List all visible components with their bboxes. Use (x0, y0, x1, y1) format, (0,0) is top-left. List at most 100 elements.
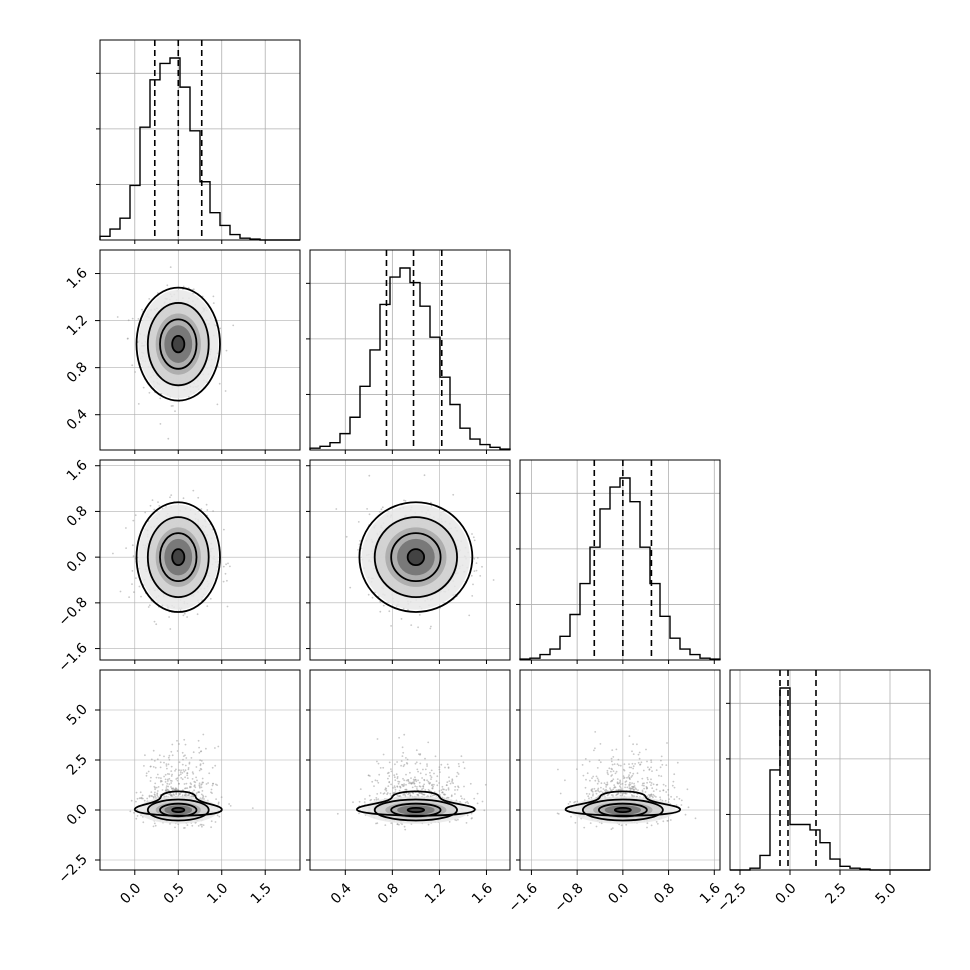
scatter-point (185, 787, 187, 790)
scatter-point (382, 604, 385, 607)
contour-level-1 (146, 302, 210, 387)
scatter-point (590, 796, 593, 799)
contour-level-3 (171, 334, 186, 354)
scatter-point (433, 783, 435, 786)
scatter-point (595, 775, 598, 778)
scatter-point (423, 474, 426, 477)
scatter-point (457, 773, 460, 775)
pair-panel-frame (99, 459, 301, 661)
scatter-point (640, 761, 643, 764)
scatter-point (612, 788, 615, 791)
scatter-point (431, 784, 433, 787)
scatter-point (175, 768, 177, 771)
pair-panel-0-2 (99, 459, 301, 661)
scatter-point (169, 266, 172, 268)
scatter-point (473, 570, 476, 572)
scatter-point (419, 762, 422, 765)
scatter-point (582, 774, 585, 777)
scatter-point (680, 799, 683, 802)
scatter-point (174, 770, 176, 772)
scatter-point (435, 795, 438, 797)
scatter-point (455, 775, 458, 778)
scatter-point (214, 747, 216, 749)
scatter-point (150, 791, 153, 793)
scatter-point (401, 755, 404, 757)
scatter-point (156, 792, 159, 795)
scatter-point (157, 501, 159, 503)
density-level-4 (407, 549, 425, 566)
scatter-point (410, 777, 412, 779)
scatter-point (464, 801, 467, 804)
scatter-point (171, 754, 174, 757)
scatter-point (655, 796, 657, 798)
scatter-point (401, 823, 403, 825)
contour-level-1 (373, 516, 458, 599)
pair-panel-0-3 (99, 669, 301, 871)
scatter-point (396, 776, 399, 778)
scatter-point (211, 792, 213, 794)
scatter-point (198, 769, 201, 772)
scatter-point (135, 577, 137, 579)
pair-panel-frame (309, 669, 511, 871)
scatter-point (436, 784, 439, 787)
scatter-point (671, 784, 674, 787)
scatter-point (184, 776, 187, 779)
scatter-point (429, 627, 432, 630)
pair-panel-1-3 (309, 669, 511, 871)
scatter-point (402, 751, 405, 754)
scatter-point (454, 785, 457, 788)
scatter-point (392, 792, 395, 794)
scatter-point (414, 778, 417, 781)
scatter-point (180, 777, 183, 779)
scatter-point (588, 797, 590, 800)
scatter-point (400, 764, 402, 767)
scatter-point (176, 739, 178, 742)
scatter-point (191, 771, 194, 774)
scatter-point (144, 511, 147, 514)
scatter-point (179, 773, 182, 776)
scatter-point (594, 790, 597, 793)
scatter-point (378, 773, 381, 776)
scatter-point (447, 788, 450, 791)
scatter-point (198, 784, 201, 787)
scatter-point (415, 780, 418, 783)
scatter-point (151, 795, 154, 798)
scatter-point (601, 791, 604, 794)
scatter-point (405, 773, 407, 776)
scatter-point (164, 778, 167, 781)
scatter-point (451, 778, 454, 781)
scatter-point (390, 822, 393, 825)
scatter-point (619, 779, 621, 782)
hist-step-1 (309, 267, 511, 450)
scatter-point (171, 743, 174, 746)
pair-panel-bg (520, 670, 720, 870)
scatter-point (403, 783, 405, 785)
scatter-point (449, 782, 452, 785)
scatter-point (186, 774, 189, 777)
scatter-point (393, 785, 396, 787)
scatter-point (142, 821, 145, 824)
scatter-point (156, 773, 159, 776)
scatter-point (457, 785, 459, 788)
scatter-point (404, 500, 407, 502)
scatter-point (444, 766, 446, 769)
scatter-point (194, 781, 197, 784)
scatter-point (206, 509, 209, 511)
scatter-point (443, 788, 445, 791)
scatter-point (412, 778, 415, 781)
scatter-point (398, 789, 401, 792)
scatter-point (166, 284, 169, 287)
scatter-point (382, 766, 385, 769)
scatter-point (388, 610, 391, 613)
scatter-point (129, 810, 132, 813)
scatter-point (431, 794, 434, 797)
scatter-point (386, 792, 389, 794)
scatter-point (208, 772, 211, 775)
scatter-point (215, 798, 218, 800)
scatter-point (375, 798, 378, 801)
hist-panel-frame (729, 669, 931, 871)
scatter-point (422, 787, 425, 789)
scatter-point (164, 773, 167, 776)
scatter-point (632, 765, 635, 768)
pair-panel-content (310, 670, 510, 870)
